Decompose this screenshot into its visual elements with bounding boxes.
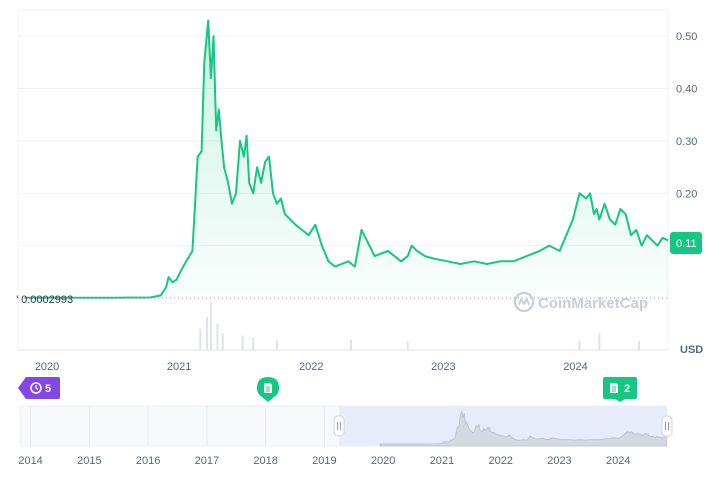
volume-bar xyxy=(199,328,202,350)
navigator-x-tick-label: 2023 xyxy=(547,455,571,467)
volume-bar xyxy=(275,340,278,350)
volume-bars xyxy=(199,302,640,350)
y-tick-label: 0.50 xyxy=(676,31,697,43)
price-area xyxy=(24,19,669,299)
y-tick-label: 0.20 xyxy=(676,188,697,200)
navigator-sparkline xyxy=(379,409,667,447)
volume-bar xyxy=(349,339,352,350)
y-axis: 0.50 0.40 0.30 0.20 0.11 USD xyxy=(670,31,703,356)
volume-bar xyxy=(241,335,244,350)
navigator-x-tick-label: 2024 xyxy=(606,455,630,467)
y-tick-label: 0.30 xyxy=(676,136,697,148)
price-line xyxy=(24,19,669,299)
x-tick-label: 2022 xyxy=(299,361,323,373)
document-icon-page xyxy=(264,383,272,393)
x-tick-label: 2023 xyxy=(431,361,455,373)
price-area-fill xyxy=(24,20,669,298)
x-tick-label: 2024 xyxy=(563,361,587,373)
event-marker-history-bg xyxy=(18,377,60,399)
history-icon xyxy=(30,382,42,394)
navigator-handle-right[interactable] xyxy=(661,415,673,437)
history-icon-hands xyxy=(35,385,39,390)
navigator-x-tick-label: 2022 xyxy=(488,455,512,467)
volume-bar xyxy=(598,333,601,350)
x-tick-label: 2020 xyxy=(35,361,59,373)
event-marker-document-2[interactable]: 2 xyxy=(603,377,637,402)
event-marker-document-2-count: 2 xyxy=(624,383,630,395)
x-tick-label: 2021 xyxy=(167,361,191,373)
volume-bar xyxy=(205,316,208,350)
watermark-text: CoinMarketCap xyxy=(538,295,648,312)
document-icon xyxy=(264,383,272,393)
document-icon xyxy=(610,383,618,393)
volume-bar xyxy=(252,338,255,350)
volume-bar xyxy=(216,323,219,350)
navigator-x-tick-label: 2014 xyxy=(18,455,42,467)
y-tick-label: 0.40 xyxy=(676,84,697,96)
navigator-handle-left[interactable] xyxy=(333,415,345,437)
grid xyxy=(17,9,669,351)
event-marker-history-count: 5 xyxy=(45,383,51,395)
navigator-x-tick-label: 2021 xyxy=(430,455,454,467)
event-marker-history[interactable]: 5 xyxy=(18,377,60,399)
navigator-x-tick-label: 2017 xyxy=(195,455,219,467)
volume-bar xyxy=(209,302,212,350)
current-price-badge xyxy=(670,232,702,255)
volume-bar xyxy=(221,333,224,350)
current-price-label: 0.11 xyxy=(676,238,697,250)
navigator-x-tick-label: 2019 xyxy=(312,455,336,467)
event-marker-document-2-bg xyxy=(603,377,637,402)
volume-bar xyxy=(578,340,581,350)
navigator-x-tick-label: 2015 xyxy=(77,455,101,467)
navigator-x-tick-label: 2018 xyxy=(253,455,277,467)
document-icon-page xyxy=(610,383,618,393)
currency-label: USD xyxy=(680,344,703,356)
x-axis: 2020 2021 2022 2023 2024 xyxy=(35,361,588,373)
start-price-line: ’ 0.0002993 xyxy=(16,294,668,306)
start-price-label: ’ 0.0002993 xyxy=(16,294,73,306)
volume-bar xyxy=(406,341,409,350)
range-navigator[interactable]: 2014 2015 2016 2017 2018 2019 2020 2021 2022 2023… xyxy=(18,405,673,467)
volume-bar xyxy=(637,340,640,350)
navigator-x-tick-label: 2016 xyxy=(136,455,160,467)
navigator-x-tick-label: 2020 xyxy=(371,455,395,467)
